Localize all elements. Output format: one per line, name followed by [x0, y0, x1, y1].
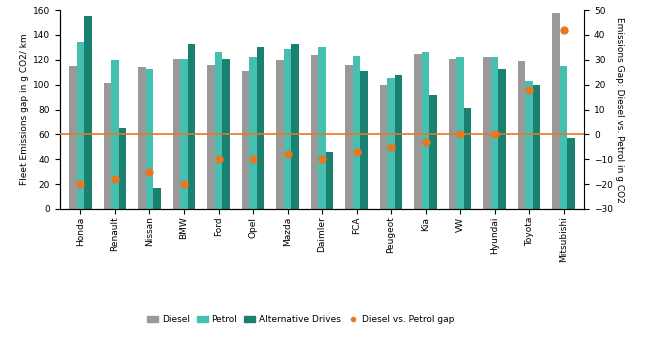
Bar	[242, 71, 249, 209]
Bar	[464, 108, 471, 209]
Legend: Diesel, Petrol, Alternative Drives, Diesel vs. Petrol gap: Diesel, Petrol, Alternative Drives, Dies…	[143, 311, 458, 328]
Y-axis label: Fleet Emissions gap in g CO2/ km: Fleet Emissions gap in g CO2/ km	[20, 34, 29, 185]
Bar	[214, 52, 222, 209]
Bar	[552, 12, 560, 209]
Point	[351, 149, 362, 154]
Point	[144, 169, 155, 174]
Point	[420, 139, 431, 145]
Bar	[345, 65, 353, 209]
Bar	[104, 84, 111, 209]
Bar	[222, 59, 230, 209]
Point	[489, 132, 500, 137]
Bar	[145, 68, 153, 209]
Point	[213, 156, 224, 162]
Bar	[207, 65, 214, 209]
Bar	[380, 85, 387, 209]
Bar	[414, 54, 422, 209]
Bar	[173, 59, 180, 209]
Bar	[518, 61, 525, 209]
Bar	[422, 52, 430, 209]
Bar	[387, 79, 395, 209]
Bar	[276, 60, 284, 209]
Bar	[284, 49, 291, 209]
Point	[110, 177, 120, 182]
Point	[386, 144, 396, 150]
Bar	[153, 188, 161, 209]
Bar	[491, 57, 499, 209]
Bar	[525, 81, 533, 209]
Bar	[111, 60, 119, 209]
Bar	[533, 85, 540, 209]
Bar	[456, 57, 464, 209]
Bar	[449, 59, 456, 209]
Bar	[318, 48, 326, 209]
Bar	[119, 128, 126, 209]
Bar	[76, 42, 84, 209]
Point	[179, 181, 189, 187]
Bar	[483, 57, 491, 209]
Point	[282, 152, 293, 157]
Point	[524, 87, 535, 92]
Bar	[249, 57, 257, 209]
Point	[75, 181, 86, 187]
Bar	[188, 44, 195, 209]
Point	[317, 156, 327, 162]
Bar	[84, 16, 92, 209]
Bar	[499, 68, 506, 209]
Bar	[560, 66, 568, 209]
Bar	[353, 56, 361, 209]
Bar	[311, 55, 318, 209]
Bar	[395, 75, 402, 209]
Bar	[430, 95, 437, 209]
Point	[248, 156, 258, 162]
Point	[558, 27, 569, 33]
Bar	[257, 48, 264, 209]
Y-axis label: Emissions Gap: Diesel vs. Petrol in g CO2: Emissions Gap: Diesel vs. Petrol in g CO…	[615, 17, 624, 203]
Bar	[568, 138, 575, 209]
Bar	[69, 66, 76, 209]
Bar	[361, 71, 368, 209]
Bar	[291, 44, 299, 209]
Bar	[180, 59, 188, 209]
Point	[455, 132, 465, 137]
Bar	[326, 152, 333, 209]
Bar	[138, 67, 145, 209]
